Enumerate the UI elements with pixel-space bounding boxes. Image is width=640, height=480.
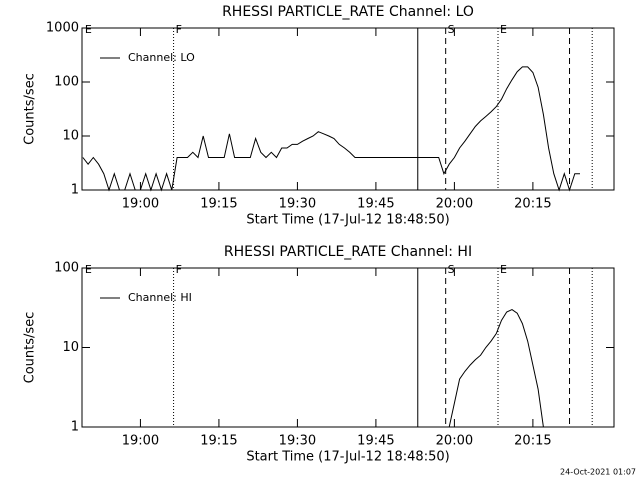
x-axis-label: Start Time (17-Jul-12 18:48:50) bbox=[246, 450, 449, 465]
time-marker-label: E bbox=[85, 23, 92, 36]
chart-title: RHESSI PARTICLE_RATE Channel: HI bbox=[224, 244, 472, 260]
y-tick-label: 10 bbox=[62, 340, 79, 355]
chart-title: RHESSI PARTICLE_RATE Channel: LO bbox=[222, 4, 474, 20]
x-tick-label: 20:15 bbox=[514, 197, 551, 212]
x-tick-label: 19:15 bbox=[200, 197, 237, 212]
data-line bbox=[82, 66, 580, 192]
y-tick-label: 100 bbox=[54, 75, 79, 90]
y-tick-label: 1 bbox=[71, 183, 79, 198]
time-marker-label: S bbox=[448, 23, 455, 36]
plot-frame bbox=[81, 27, 615, 191]
y-axis-label: Counts/sec bbox=[23, 73, 38, 145]
x-tick-label: 19:00 bbox=[122, 434, 159, 449]
time-marker-label: E bbox=[500, 23, 507, 36]
footer-timestamp: 24-Oct-2021 01:07 bbox=[560, 468, 636, 477]
x-axis-label: Start Time (17-Jul-12 18:48:50) bbox=[246, 213, 449, 228]
legend-label: Channel: HI bbox=[128, 291, 192, 304]
x-tick-label: 20:00 bbox=[436, 197, 473, 212]
time-marker-label: E bbox=[500, 263, 507, 276]
x-tick-label: 19:45 bbox=[357, 197, 394, 212]
x-tick-label: 19:30 bbox=[279, 197, 316, 212]
y-tick-label: 100 bbox=[54, 261, 79, 276]
x-tick-label: 19:15 bbox=[200, 434, 237, 449]
y-tick-label: 10 bbox=[62, 129, 79, 144]
time-marker-label: F bbox=[176, 23, 182, 36]
data-line bbox=[448, 309, 544, 428]
x-tick-label: 20:15 bbox=[514, 434, 551, 449]
x-tick-label: 19:45 bbox=[357, 434, 394, 449]
y-tick-label: 1 bbox=[71, 420, 79, 435]
time-marker-label: E bbox=[85, 263, 92, 276]
time-marker-label: S bbox=[448, 263, 455, 276]
x-tick-label: 19:30 bbox=[279, 434, 316, 449]
y-axis-label: Counts/sec bbox=[23, 312, 38, 384]
x-tick-label: 20:00 bbox=[436, 434, 473, 449]
time-marker-label: F bbox=[176, 263, 182, 276]
y-tick-label: 1000 bbox=[46, 21, 79, 36]
x-tick-label: 19:00 bbox=[122, 197, 159, 212]
legend-label: Channel: LO bbox=[128, 51, 195, 64]
